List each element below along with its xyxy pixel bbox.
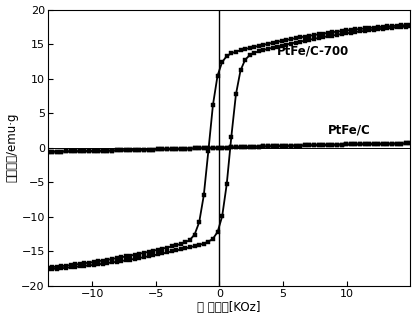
Y-axis label: 磁化强度/emu·g: 磁化强度/emu·g bbox=[5, 113, 19, 182]
Text: PtFe/C-700: PtFe/C-700 bbox=[277, 44, 349, 58]
X-axis label: 施 加磁场[KOz]: 施 加磁场[KOz] bbox=[197, 301, 261, 315]
Text: PtFe/C: PtFe/C bbox=[328, 124, 370, 137]
